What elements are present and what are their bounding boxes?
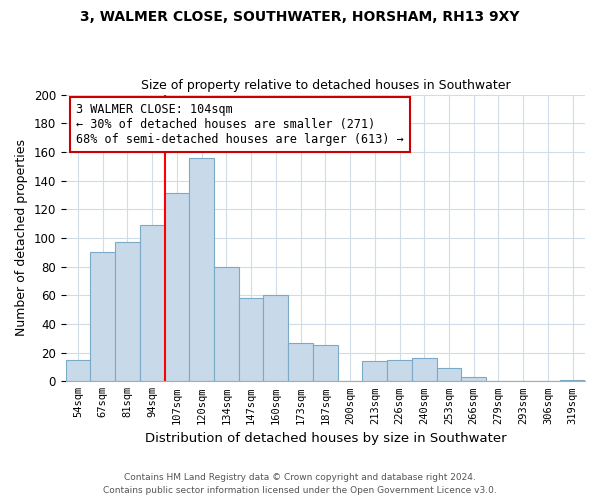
Bar (362, 361, 387, 382)
X-axis label: Distribution of detached houses by size in Southwater: Distribution of detached houses by size … (145, 432, 506, 445)
Bar (91, 252, 115, 382)
Bar (190, 158, 214, 382)
Bar (313, 346, 338, 382)
Title: Size of property relative to detached houses in Southwater: Size of property relative to detached ho… (140, 79, 510, 92)
Bar (412, 358, 437, 382)
Bar (263, 296, 288, 382)
Bar (387, 360, 412, 382)
Bar (164, 194, 190, 382)
Text: 3 WALMER CLOSE: 104sqm
← 30% of detached houses are smaller (271)
68% of semi-de: 3 WALMER CLOSE: 104sqm ← 30% of detached… (76, 103, 404, 146)
Bar (239, 298, 263, 382)
Bar (214, 266, 239, 382)
Bar (288, 342, 313, 382)
Bar (65, 360, 91, 382)
Bar (140, 225, 164, 382)
Bar (437, 368, 461, 382)
Y-axis label: Number of detached properties: Number of detached properties (15, 140, 28, 336)
Bar (560, 380, 585, 382)
Text: Contains HM Land Registry data © Crown copyright and database right 2024.
Contai: Contains HM Land Registry data © Crown c… (103, 473, 497, 495)
Bar (115, 242, 140, 382)
Text: 3, WALMER CLOSE, SOUTHWATER, HORSHAM, RH13 9XY: 3, WALMER CLOSE, SOUTHWATER, HORSHAM, RH… (80, 10, 520, 24)
Bar (461, 377, 486, 382)
